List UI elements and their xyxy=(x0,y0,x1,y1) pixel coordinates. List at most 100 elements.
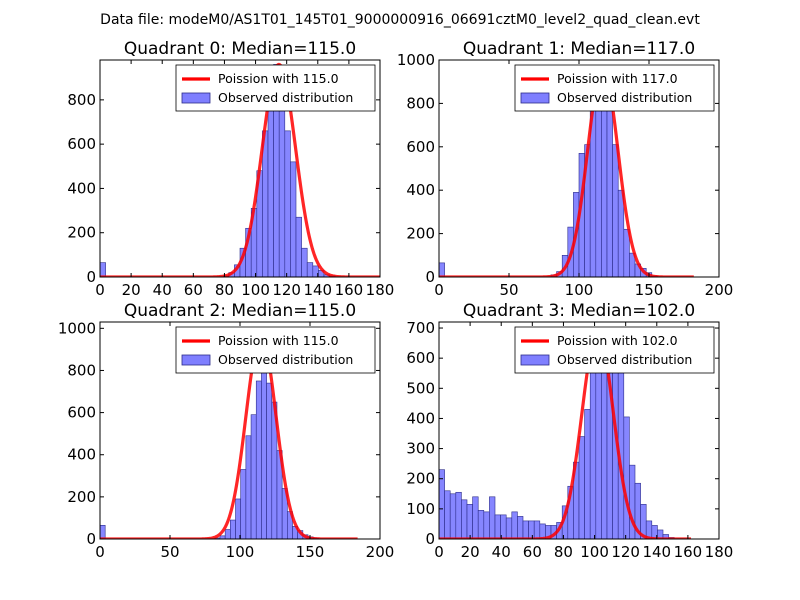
quadrant-3-bar xyxy=(517,516,524,539)
quadrant-0-xtick-label: 0 xyxy=(95,281,105,299)
quadrant-0-legend-observed-swatch xyxy=(181,92,211,104)
quadrant-2-ytick-label: 600 xyxy=(67,404,96,422)
quadrant-3-bar xyxy=(472,496,479,539)
quadrant-3-xtick-label: 40 xyxy=(492,543,511,561)
quadrant-3-xtick-label: 60 xyxy=(523,543,542,561)
quadrant-3-axes-frame xyxy=(438,321,720,540)
quadrant-3-bar xyxy=(662,534,669,539)
quadrant-0-legend-observed-label: Observed distribution xyxy=(218,90,353,105)
quadrant-1-ytick-label: 200 xyxy=(406,225,435,243)
quadrant-3-ytick-label: 200 xyxy=(406,470,435,488)
quadrant-0-xtick-label: 40 xyxy=(153,281,172,299)
quadrant-1-ytick-label: 1000 xyxy=(397,51,435,69)
quadrant-2-ytick-label: 400 xyxy=(67,446,96,464)
quadrant-3-bar xyxy=(505,517,513,539)
quadrant-2-xtick-label: 100 xyxy=(226,543,255,561)
quadrant-2-legend-poisson-label: Poission with 115.0 xyxy=(218,333,339,348)
quadrant-2-bar xyxy=(224,529,231,539)
quadrant-0-xtick-label: 20 xyxy=(122,281,141,299)
quadrant-0-xtick-label: 100 xyxy=(241,281,270,299)
quadrant-1-bars xyxy=(439,68,658,277)
quadrant-3-xtick-label: 20 xyxy=(461,543,480,561)
quadrant-1-title: Quadrant 1: Median=117.0 xyxy=(463,39,695,59)
quadrant-3-xtick-label: 140 xyxy=(642,543,671,561)
quadrant-3-bar xyxy=(444,490,451,539)
quadrant-0-ytick-label: 0 xyxy=(86,268,96,286)
quadrant-3-bar xyxy=(595,354,602,539)
quadrant-3-ytick-label: 600 xyxy=(406,349,435,367)
quadrant-1-xtick-label: 150 xyxy=(635,281,664,299)
quadrant-3-xtick-label: 120 xyxy=(611,543,640,561)
quadrant-0-ytick-label: 800 xyxy=(67,91,96,109)
quadrant-2-ytick-label: 1000 xyxy=(58,319,96,337)
quadrant-3-legend: Poission with 102.0 Observed distribution xyxy=(514,326,715,374)
quadrant-2-ytick-label: 800 xyxy=(67,361,96,379)
quadrant-0-title: Quadrant 0: Median=115.0 xyxy=(124,39,356,59)
quadrant-3-bar xyxy=(455,491,462,539)
quadrant-0-ytick-label: 200 xyxy=(67,224,96,242)
quadrant-3-xtick-label: 160 xyxy=(674,543,703,561)
quadrant-3-poisson-line xyxy=(439,329,691,539)
figure-suptitle: Data file: modeM0/AS1T01_145T01_90000009… xyxy=(100,12,700,28)
quadrant-3-bar xyxy=(584,409,591,539)
quadrant-0-panel: Quadrant 0: Median=115.00 20 40 60 80 100 120 1… xyxy=(67,39,394,299)
quadrant-2-bar xyxy=(261,372,267,539)
quadrant-1-ytick-label: 400 xyxy=(406,181,435,199)
quadrant-3-bar xyxy=(533,520,541,539)
quadrant-3-bar xyxy=(477,510,485,539)
quadrant-1-bar xyxy=(439,262,445,277)
quadrant-3-panel: Quadrant 3: Median=102.00 20 40 60 80 100 120 1… xyxy=(406,301,733,561)
quadrant-3-xtick-label: 100 xyxy=(580,543,609,561)
quadrant-1-poisson-line xyxy=(439,65,694,277)
quadrant-3-bar xyxy=(439,469,445,539)
quadrant-1-legend-poisson-label: Poission with 117.0 xyxy=(557,71,678,86)
quadrant-0-poisson-line xyxy=(100,62,380,277)
quadrant-2-title: Quadrant 2: Median=115.0 xyxy=(124,301,356,321)
quadrant-3-legend-observed-swatch xyxy=(520,354,550,366)
quadrant-0-bar xyxy=(284,130,291,277)
quadrant-2-ytick-label: 0 xyxy=(86,530,96,548)
quadrant-0-legend: Poission with 115.0 Observed distribution xyxy=(175,64,376,112)
quadrant-2-bar xyxy=(250,414,257,539)
quadrant-2-panel: Quadrant 2: Median=115.0 0 50 100 150 200 0 200… xyxy=(58,301,395,561)
quadrant-3-ytick-label: 400 xyxy=(406,409,435,427)
quadrant-3-legend-poisson-label: Poission with 102.0 xyxy=(557,333,678,348)
quadrant-1-bar xyxy=(617,189,625,277)
quadrant-0-legend-poisson-label: Poission with 115.0 xyxy=(218,71,339,86)
quadrant-0-ytick-label: 600 xyxy=(67,135,96,153)
quadrant-3-bar xyxy=(483,511,490,539)
quadrant-2-bar xyxy=(100,525,106,539)
quadrant-3-bar xyxy=(449,493,457,539)
quadrant-1-xtick-label: 200 xyxy=(705,281,734,299)
quadrant-3-bar xyxy=(466,504,473,539)
quadrant-2-bar xyxy=(266,382,273,539)
quadrant-1-ytick-label: 0 xyxy=(425,268,435,286)
quadrant-2-legend-observed-swatch xyxy=(181,354,211,366)
quadrant-2-bars xyxy=(100,372,319,539)
quadrant-3-bar xyxy=(489,496,496,539)
quadrant-2-bar xyxy=(255,380,262,539)
quadrant-2-xtick-label: 150 xyxy=(296,543,325,561)
quadrant-3-ytick-label: 700 xyxy=(406,319,435,337)
quadrant-0-axes-frame xyxy=(99,59,381,278)
quadrant-1-legend-observed-swatch xyxy=(520,92,550,104)
quadrant-3-title: Quadrant 3: Median=102.0 xyxy=(463,301,695,321)
quadrant-0-xtick-label: 80 xyxy=(215,281,234,299)
quadrant-0-xtick-label: 180 xyxy=(366,281,395,299)
quadrant-3-bar xyxy=(623,416,630,539)
quadrant-1-legend: Poission with 117.0 Observed distribution xyxy=(514,64,715,112)
quadrant-3-xtick-label: 180 xyxy=(705,543,734,561)
quadrant-0-bar xyxy=(100,262,106,277)
quadrant-0-xtick-label: 140 xyxy=(303,281,332,299)
quadrant-1-panel: Quadrant 1: Median=117.0 0 50 100 150 200 0 200… xyxy=(397,39,734,299)
quadrant-2-bar xyxy=(235,498,242,539)
quadrant-2-legend-observed-label: Observed distribution xyxy=(218,352,353,367)
quadrant-1-bar xyxy=(612,144,619,277)
quadrant-0-xtick-label: 160 xyxy=(335,281,364,299)
quadrant-3-bar xyxy=(589,362,597,539)
quadrant-0-bar xyxy=(306,262,314,277)
quadrant-3-ytick-label: 0 xyxy=(425,530,435,548)
quadrant-2-xtick-label: 200 xyxy=(366,543,395,561)
quadrant-1-bar xyxy=(623,228,630,277)
